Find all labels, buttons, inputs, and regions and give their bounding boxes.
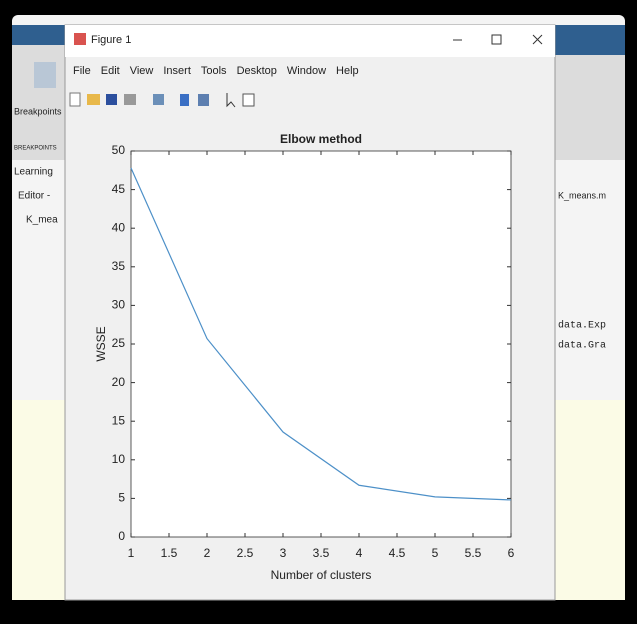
x-tick-label: 3 [280,546,287,560]
y-tick-label: 5 [118,491,125,505]
x-tick-label: 2 [204,546,211,560]
tool-legend[interactable] [198,94,209,106]
menu-item[interactable]: View [130,65,154,77]
menu-item[interactable]: Window [287,65,326,77]
left-titlebar [12,25,66,45]
tool-print[interactable] [124,94,136,105]
bg-text: K_mea [26,215,58,226]
y-tick-label: 10 [112,452,126,466]
bg-text: data.Exp [558,320,606,332]
menu-item[interactable]: Edit [101,65,120,77]
x-tick-label: 5.5 [465,546,482,560]
bg-text: Learning [14,167,53,178]
window-title: Figure 1 [91,34,131,46]
y-tick-label: 15 [112,413,126,427]
axes-area [131,151,511,537]
x-tick-label: 2.5 [237,546,254,560]
bg-text: BREAKPOINTS [14,146,57,152]
menu-item[interactable]: Insert [163,65,191,77]
y-tick-label: 20 [112,375,126,389]
y-tick-label: 25 [112,336,126,350]
bg-text: data.Gra [558,340,606,352]
bg-text: Breakpoints [14,106,62,116]
menu-bar: File Edit View Insert Tools Desktop Window Help [73,65,359,77]
title-bar [65,25,555,57]
y-tick-label: 40 [112,220,126,234]
x-axis-label: Number of clusters [271,568,372,582]
y-tick-label: 50 [112,143,126,157]
y-tick-label: 45 [112,182,126,196]
right-editor [555,400,625,600]
x-tick-label: 6 [508,546,515,560]
tool-link[interactable] [153,94,164,105]
x-tick-label: 5 [432,546,439,560]
left-editor [12,400,66,600]
menu-item[interactable]: File [73,65,91,77]
screenshot: Breakpoints BREAKPOINTS Learning Editor … [0,0,637,619]
tool-property[interactable] [243,94,254,106]
x-tick-label: 4.5 [389,546,406,560]
y-axis-label: WSSE [94,326,108,361]
bg-text: K_means.m [558,190,606,200]
figure-icon [74,33,86,45]
left-icon [34,62,56,88]
menu-item[interactable]: Tools [201,65,227,77]
x-tick-label: 1.5 [161,546,178,560]
right-titlebar [555,25,625,55]
left-toolstrip [12,25,66,160]
menu-item[interactable]: Help [336,65,359,77]
tool-open[interactable] [87,94,100,105]
bg-text: Editor - [18,191,50,202]
chart-title: Elbow method [280,132,362,146]
menu-item[interactable]: Desktop [237,65,277,77]
y-tick-label: 30 [112,298,126,312]
tool-colorbar[interactable] [180,94,189,106]
page: Breakpoints BREAKPOINTS Learning Editor … [0,0,637,619]
x-tick-label: 1 [128,546,135,560]
y-tick-label: 0 [118,529,125,543]
tool-save[interactable] [106,94,117,105]
x-tick-label: 3.5 [313,546,330,560]
tool-new[interactable] [70,93,80,106]
x-tick-label: 4 [356,546,363,560]
y-tick-label: 35 [112,259,126,273]
